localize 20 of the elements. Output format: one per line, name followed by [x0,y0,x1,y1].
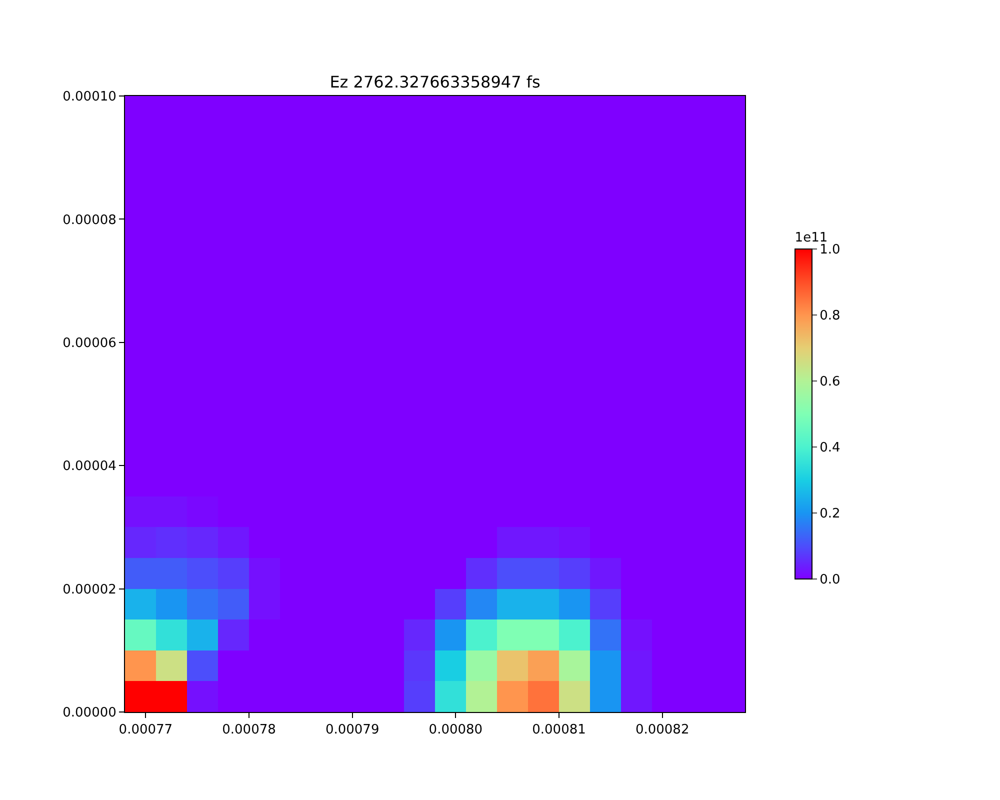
color-bar-label: 0.4 [820,440,840,456]
y-tick-label: 0.00008 [62,212,116,228]
x-tick-label: 0.00078 [222,722,276,738]
x-tick-label: 0.00077 [118,722,173,738]
color-bar-label: 0.6 [820,374,840,390]
y-tick-label: 0.00002 [62,582,116,598]
x-tick-label: 0.00079 [325,722,380,738]
y-tick-label: 0.00004 [62,459,116,474]
x-tick-label: 0.00081 [532,722,586,738]
y-tick-label: 0.00006 [62,336,116,351]
color-bar-label: 0.0 [820,572,840,588]
color-bar-label: 0.2 [820,506,840,522]
color-bar-label: 1.0 [820,242,840,258]
x-tick-label: 0.00082 [635,722,690,738]
color-bar-title: 1e11 [794,230,828,246]
color-bar-label: 0.8 [820,308,840,324]
x-tick-label: 0.00080 [428,722,483,738]
y-tick-label: 0.00010 [62,90,116,105]
y-tick-label: 0.00000 [62,706,116,721]
chart-title: Ez 2762.327663358947 fs [330,72,540,92]
